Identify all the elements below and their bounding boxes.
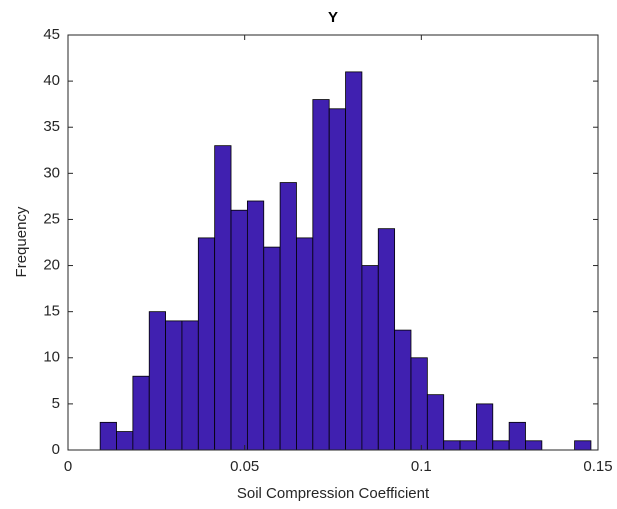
bar xyxy=(214,145,232,451)
bar xyxy=(574,440,592,451)
x-tick-label: 0.1 xyxy=(411,458,432,475)
bar xyxy=(426,394,445,451)
bar xyxy=(197,237,216,451)
bar xyxy=(443,440,461,451)
bar xyxy=(181,320,199,451)
bar xyxy=(279,182,297,451)
bar xyxy=(328,108,346,451)
x-tick-label: 0 xyxy=(64,458,72,475)
y-tick-label: 25 xyxy=(43,210,60,227)
y-tick-label: 40 xyxy=(43,72,60,89)
bar xyxy=(525,440,543,451)
bar xyxy=(165,320,183,451)
bar xyxy=(508,421,526,451)
bar xyxy=(476,403,494,451)
y-tick-label: 10 xyxy=(43,349,60,366)
y-tick-label: 5 xyxy=(52,395,60,412)
bar xyxy=(345,71,363,451)
bar xyxy=(116,431,134,451)
y-tick-label: 0 xyxy=(52,441,60,458)
bar xyxy=(410,357,428,451)
bar xyxy=(263,246,281,451)
bar xyxy=(394,329,412,451)
bar xyxy=(361,265,379,451)
x-tick-label: 0.15 xyxy=(583,458,612,475)
x-tick-label: 0.05 xyxy=(230,458,259,475)
x-axis-label: Soil Compression Coefficient xyxy=(237,485,430,502)
axes-box xyxy=(67,34,599,451)
y-tick-label: 20 xyxy=(43,257,60,274)
bar xyxy=(296,237,314,451)
y-tick-label: 30 xyxy=(43,164,60,181)
chart-title: Y xyxy=(328,9,338,26)
bar xyxy=(230,209,248,451)
bar xyxy=(312,99,330,451)
y-axis-label: Frequency xyxy=(13,206,30,277)
bar xyxy=(377,228,396,451)
bar xyxy=(148,311,166,451)
bar xyxy=(99,421,117,451)
y-tick-label: 45 xyxy=(43,26,60,43)
bar xyxy=(132,375,150,451)
bar xyxy=(459,440,477,451)
bar xyxy=(492,440,510,451)
y-tick-label: 15 xyxy=(43,303,60,320)
y-tick-label: 35 xyxy=(43,118,60,135)
bar xyxy=(246,200,265,451)
